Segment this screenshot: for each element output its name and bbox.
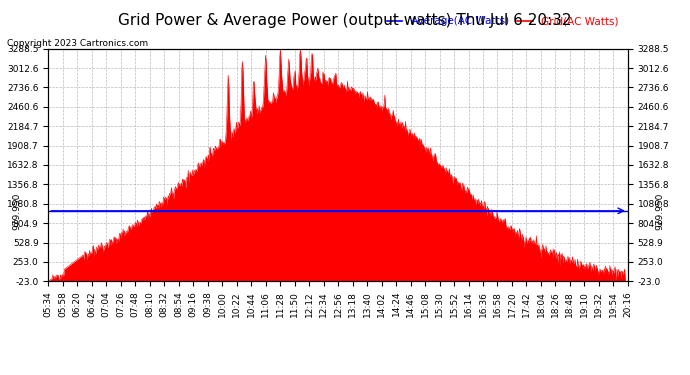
Text: 979.950: 979.950 — [656, 192, 664, 230]
Text: 979.950: 979.950 — [12, 192, 21, 230]
Text: Copyright 2023 Cartronics.com: Copyright 2023 Cartronics.com — [7, 39, 148, 48]
Text: Grid Power & Average Power (output watts) Thu Jul 6 20:32: Grid Power & Average Power (output watts… — [118, 13, 572, 28]
Legend: Average(AC Watts), Grid(AC Watts): Average(AC Watts), Grid(AC Watts) — [382, 12, 622, 30]
